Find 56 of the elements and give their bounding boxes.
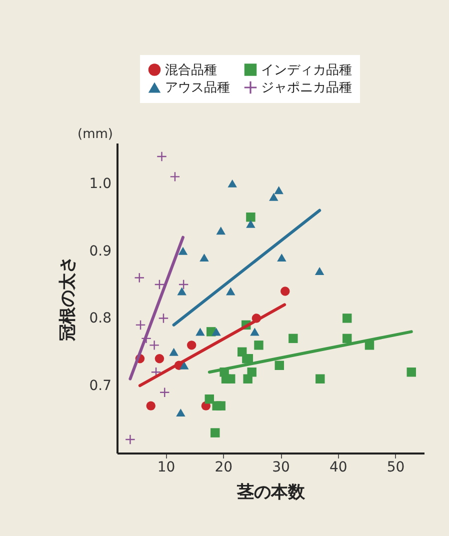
point <box>221 374 231 384</box>
point <box>277 254 286 262</box>
point <box>196 328 205 336</box>
point <box>280 286 290 296</box>
point <box>177 287 186 296</box>
point <box>178 246 188 255</box>
y-tick-label: 0.9 <box>89 243 112 260</box>
x-tick-label: 50 <box>386 460 405 476</box>
point <box>186 340 196 350</box>
point <box>134 273 144 282</box>
y-tick-label: 0.7 <box>89 378 112 394</box>
y-axis-title: 冠根の太さ <box>58 256 78 342</box>
x-tick-label: 40 <box>330 460 348 476</box>
y-tick-label: 1.0 <box>89 176 112 192</box>
text: (mm) <box>78 127 113 142</box>
legend-label: アウス品種 <box>165 80 230 96</box>
point <box>406 368 416 377</box>
point <box>200 254 209 262</box>
point <box>274 186 284 194</box>
point <box>150 340 159 350</box>
point <box>212 401 222 410</box>
point <box>170 172 180 182</box>
point <box>157 152 166 162</box>
point <box>250 328 260 336</box>
point <box>160 388 170 397</box>
x-axis-title: 茎の本数 <box>236 482 306 502</box>
point <box>216 226 226 235</box>
point <box>212 328 221 336</box>
point <box>226 287 236 296</box>
point <box>274 360 284 370</box>
point <box>342 334 352 344</box>
point <box>146 401 156 410</box>
x-tick-label: 30 <box>272 460 290 476</box>
point <box>154 354 164 364</box>
point <box>316 374 325 384</box>
legend-label: インディカ品種 <box>261 62 352 78</box>
point <box>180 361 189 370</box>
legend-label: ジャポニカ品種 <box>261 80 352 96</box>
point <box>246 220 256 228</box>
x-tick-label: 20 <box>214 460 233 476</box>
point <box>210 428 220 438</box>
point <box>342 314 352 323</box>
y-tick-label: 0.8 <box>89 310 112 327</box>
point <box>176 408 186 417</box>
point <box>314 267 324 276</box>
x-tick-label: 10 <box>157 460 176 476</box>
point <box>228 179 237 188</box>
point <box>169 348 178 356</box>
point <box>269 192 278 201</box>
point <box>288 334 298 344</box>
point <box>246 212 256 222</box>
point <box>126 434 135 444</box>
point <box>254 340 264 350</box>
point <box>243 374 252 384</box>
legend-label: 混合品種 <box>165 62 217 78</box>
point <box>158 314 168 323</box>
